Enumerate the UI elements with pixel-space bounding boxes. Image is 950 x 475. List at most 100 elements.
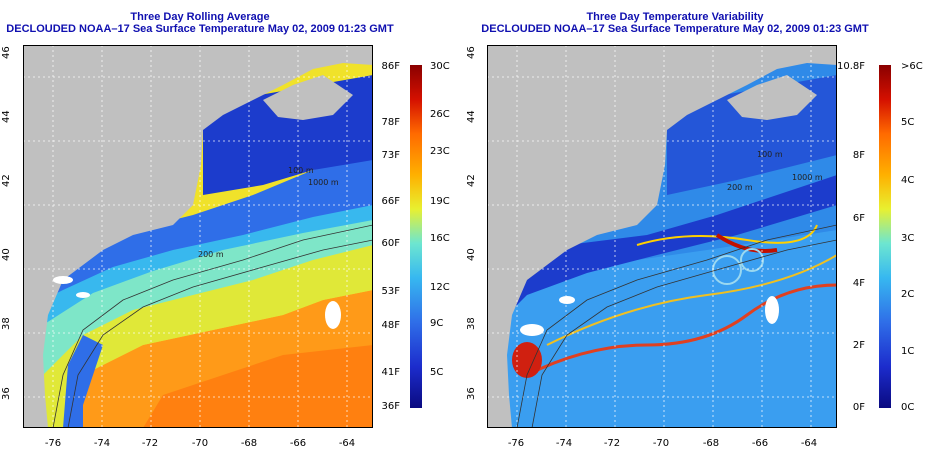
- colorbar-fahrenheit: 60F: [381, 238, 400, 249]
- contour-label: 100 m: [288, 166, 314, 175]
- contour-label: 200 m: [727, 183, 753, 192]
- colorbar-celsius: 1C: [901, 346, 915, 357]
- colorbar-celsius: 2C: [901, 289, 915, 300]
- lon-tick: -74: [555, 438, 573, 449]
- no-data-patch: [520, 324, 544, 336]
- sst-average-panel: Three Day Rolling Average DECLOUDED NOAA…: [1, 11, 450, 449]
- map-frame: [487, 45, 837, 428]
- variability-shelf-low: [507, 175, 837, 315]
- lat-tick: 42: [466, 174, 477, 187]
- lat-tick: 38: [466, 317, 477, 330]
- colorbar-celsius: 23C: [430, 146, 450, 157]
- contour-label: 1000 m: [792, 173, 823, 182]
- lat-lon-grid: [23, 45, 373, 428]
- sst-variability-panel: Three Day Temperature Variability DECLOU…: [466, 0, 950, 475]
- lon-tick: -68: [240, 438, 258, 449]
- colorbar-celsius: 19C: [430, 196, 450, 207]
- colorbar-fahrenheit: 86F: [381, 61, 400, 72]
- colorbar-fahrenheit: 2F: [852, 340, 865, 351]
- colorbar-fahrenheit: 48F: [381, 320, 400, 331]
- gulf-stream-core: [143, 345, 373, 428]
- colorbar-celsius: 9C: [430, 318, 444, 329]
- no-data-patch: [53, 276, 73, 284]
- cape-hatteras-shelf: [63, 335, 103, 428]
- variability-front: [715, 233, 778, 253]
- colorbar-fahrenheit: 41F: [381, 367, 400, 378]
- lon-tick: -68: [702, 438, 720, 449]
- colorbar-fahrenheit: 6F: [852, 213, 865, 224]
- shelf-water: [43, 203, 373, 325]
- eddy: [740, 248, 764, 272]
- lon-tick: -66: [289, 438, 307, 449]
- colorbar-celsius: 16C: [430, 233, 450, 244]
- colorbar-fahrenheit: 0F: [852, 402, 865, 413]
- contour-label: 200 m: [198, 250, 224, 259]
- variability-front: [636, 224, 818, 246]
- colorbar-fahrenheit: 78F: [381, 117, 400, 128]
- colorbar-celsius: >6C: [901, 61, 923, 72]
- lon-tick: -76: [507, 438, 525, 449]
- variability-colorbar: [879, 65, 891, 408]
- lat-tick: 40: [1, 248, 12, 261]
- nova-scotia-land: [263, 75, 353, 120]
- lat-tick: 44: [466, 110, 477, 123]
- colorbar-fahrenheit: 36F: [381, 401, 400, 412]
- lon-tick: -74: [93, 438, 111, 449]
- shelf-front: [43, 217, 373, 375]
- colorbar-fahrenheit: 10.8F: [836, 61, 865, 72]
- variability-sst-map[interactable]: 100 m 1000 m 200 m: [487, 45, 837, 428]
- colorbar-celsius: 4C: [901, 175, 915, 186]
- lat-tick: 36: [466, 387, 477, 400]
- temperature-colorbar: [410, 65, 422, 408]
- lat-tick: 40: [466, 248, 477, 261]
- colorbar-celsius: 3C: [901, 233, 915, 244]
- lat-lon-grid: [487, 45, 837, 428]
- lon-tick: -72: [603, 438, 621, 449]
- lon-tick: -64: [338, 438, 356, 449]
- variability-front: [546, 254, 837, 346]
- contour-line: [531, 239, 837, 428]
- contour-line: [67, 239, 373, 428]
- no-data-patch: [765, 296, 779, 324]
- nova-scotia-land: [727, 75, 817, 120]
- lat-tick: 36: [1, 387, 12, 400]
- colorbar-celsius: 5C: [901, 117, 915, 128]
- coastline-land: [487, 45, 837, 428]
- hatteras-hotspot: [512, 342, 542, 378]
- map-frame: [23, 45, 373, 428]
- lon-tick: -64: [800, 438, 818, 449]
- colorbar-celsius: 30C: [430, 61, 450, 72]
- lon-tick: -76: [44, 438, 62, 449]
- colorbar-fahrenheit: 66F: [381, 196, 400, 207]
- lat-tick: 46: [1, 46, 12, 59]
- cold-shelf-water: [43, 155, 373, 300]
- lat-tick: 42: [1, 174, 12, 187]
- variability-subtitle: DECLOUDED NOAA–17 Sea Surface Temperatur…: [481, 23, 869, 35]
- colorbar-celsius: 26C: [430, 109, 450, 120]
- average-sst-map[interactable]: 100 m 1000 m 200 m: [23, 45, 373, 428]
- colorbar-fahrenheit: 53F: [381, 286, 400, 297]
- lon-tick: -72: [141, 438, 159, 449]
- colorbar-celsius: 5C: [430, 367, 444, 378]
- contour-line: [516, 224, 837, 428]
- coastline-land: [23, 45, 373, 428]
- no-data-patch: [325, 301, 341, 329]
- average-title: Three Day Rolling Average: [130, 11, 270, 23]
- average-subtitle: DECLOUDED NOAA–17 Sea Surface Temperatur…: [6, 23, 394, 35]
- lon-tick: -70: [652, 438, 670, 449]
- contour-label: 100 m: [757, 150, 783, 159]
- no-data-patch: [76, 292, 90, 298]
- contour-label: 1000 m: [308, 178, 339, 187]
- no-data-patch: [559, 296, 575, 304]
- contour-line: [52, 224, 373, 428]
- variability-title: Three Day Temperature Variability: [586, 11, 764, 23]
- colorbar-celsius: 0C: [901, 402, 915, 413]
- lon-tick: -66: [751, 438, 769, 449]
- colorbar-fahrenheit: 73F: [381, 150, 400, 161]
- lat-tick: 46: [466, 46, 477, 59]
- variability-front: [526, 283, 837, 377]
- colorbar-fahrenheit: 4F: [852, 278, 865, 289]
- lat-tick: 38: [1, 317, 12, 330]
- colorbar-celsius: 12C: [430, 282, 450, 293]
- lon-tick: -70: [191, 438, 209, 449]
